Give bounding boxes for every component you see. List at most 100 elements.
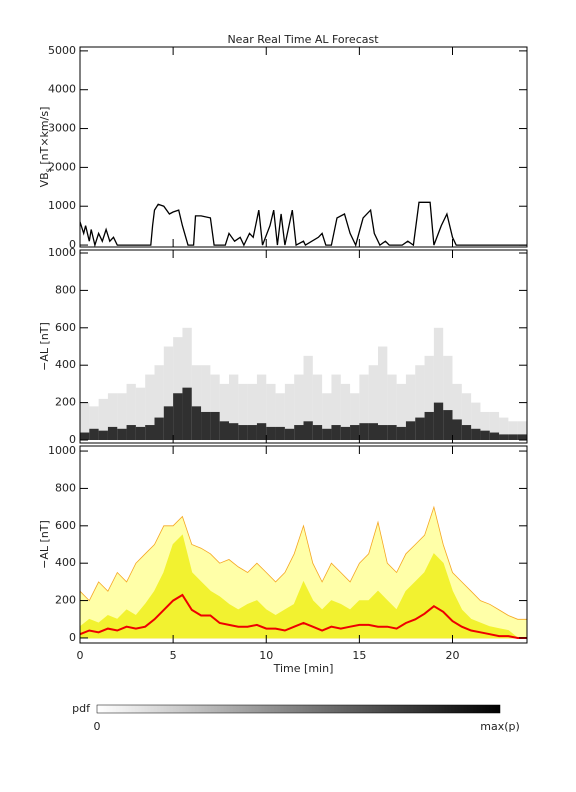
pdf-extent <box>415 365 425 441</box>
y-tick-label: 800 <box>55 481 76 494</box>
pdf-core <box>163 406 174 441</box>
pdf-core <box>135 426 146 441</box>
pdf-core <box>378 425 388 441</box>
data-line <box>80 201 527 247</box>
pdf-extent <box>80 402 90 441</box>
pdf-extent <box>266 383 276 441</box>
x-tick-label: 0 <box>77 649 84 662</box>
y-tick-label: 200 <box>55 594 76 607</box>
pdf-core <box>173 393 183 441</box>
pdf-extent <box>163 346 174 441</box>
median-line <box>80 593 527 639</box>
pdf-extent <box>443 355 453 441</box>
y-label-sub: s <box>44 168 53 172</box>
pdf-core <box>247 425 257 441</box>
pdf-extent <box>229 374 239 441</box>
y-tick-label: 0 <box>69 631 76 644</box>
pdf-core <box>126 425 136 441</box>
pdf-extent <box>256 374 267 441</box>
pdf-extent <box>471 402 481 441</box>
pdf-core <box>219 421 229 441</box>
pdf-core <box>415 417 425 441</box>
y-tick-label: 600 <box>55 321 76 334</box>
pdf-extent <box>378 346 388 441</box>
pdf-extent <box>89 406 99 441</box>
y-tick-label: 600 <box>55 519 76 532</box>
pdf-extent <box>154 365 164 441</box>
y-tick-label: 0 <box>69 433 76 446</box>
pdf-core <box>303 421 313 441</box>
pdf-core <box>489 432 500 441</box>
pdf-core <box>424 411 434 441</box>
x-tick-label: 10 <box>259 649 273 662</box>
pdf-core <box>107 426 118 441</box>
pdf-core <box>256 423 267 441</box>
pdf-core <box>98 430 108 441</box>
pdf-core <box>480 430 490 441</box>
pdf-extent <box>331 374 341 441</box>
pdf-core <box>80 432 90 441</box>
pdf-extent <box>508 421 518 441</box>
panel-frame <box>79 46 528 248</box>
y-label-main: VB <box>38 172 51 187</box>
pdf-core <box>275 426 285 441</box>
pdf-extent <box>219 383 229 441</box>
pdf-core <box>201 411 211 441</box>
pdf-extent <box>452 383 462 441</box>
pdf-extent <box>210 374 220 441</box>
plot-area <box>80 201 527 247</box>
x-tick-label: 20 <box>446 649 460 662</box>
pdf-extent <box>247 383 257 441</box>
pdf-extent <box>424 355 434 441</box>
pdf-core <box>117 428 127 441</box>
pdf-core <box>350 425 360 441</box>
y-tick-label: 200 <box>55 396 76 409</box>
pdf-core <box>340 426 351 441</box>
colorbar <box>96 704 501 714</box>
y-tick-label: 0 <box>69 238 76 251</box>
pdf-extent <box>275 393 285 441</box>
pdf-extent <box>284 383 295 441</box>
y-label-unit: [nT×km/s] <box>38 107 51 169</box>
pdf-core <box>89 428 99 441</box>
pdf-extent <box>480 411 490 441</box>
y-tick-label: 1000 <box>48 199 76 212</box>
y-tick-label: 2000 <box>48 160 76 173</box>
y-tick-label: 3000 <box>48 122 76 135</box>
pdf-core <box>145 425 155 441</box>
panel-frame <box>79 445 528 644</box>
colorbar-min: 0 <box>94 720 101 733</box>
pdf-extent <box>312 374 323 441</box>
pdf-extent <box>350 393 360 441</box>
pdf-core <box>191 406 202 441</box>
pdf-extent <box>145 374 155 441</box>
y-axis-label: −AL [nT] <box>38 520 51 569</box>
y-tick-label: 800 <box>55 283 76 296</box>
pdf-core <box>461 425 472 441</box>
pdf-core <box>229 423 239 441</box>
colorbar-max: max(p) <box>480 720 520 733</box>
pdf-extent <box>387 374 397 441</box>
x-axis-label: Time [min] <box>273 662 334 675</box>
pdf-extent <box>489 411 500 441</box>
pdf-extent <box>98 398 108 441</box>
pdf-extent <box>182 327 192 441</box>
pdf-core <box>266 426 276 441</box>
pdf-core <box>443 410 453 441</box>
pdf-core <box>210 411 220 441</box>
pdf-extent <box>173 337 183 441</box>
pdf-extent <box>359 374 369 441</box>
pdf-extent <box>368 365 378 441</box>
pdf-core <box>471 428 481 441</box>
plot-area <box>80 327 527 441</box>
y-tick-label: 400 <box>55 358 76 371</box>
pdf-core <box>387 425 397 441</box>
pdf-extent <box>499 417 509 441</box>
pdf-core <box>508 434 518 441</box>
y-tick-label: 1000 <box>48 444 76 457</box>
pdf-extent <box>405 374 416 441</box>
pdf-extent <box>238 383 248 441</box>
pdf-extent <box>517 421 527 441</box>
pdf-extent <box>117 393 127 441</box>
